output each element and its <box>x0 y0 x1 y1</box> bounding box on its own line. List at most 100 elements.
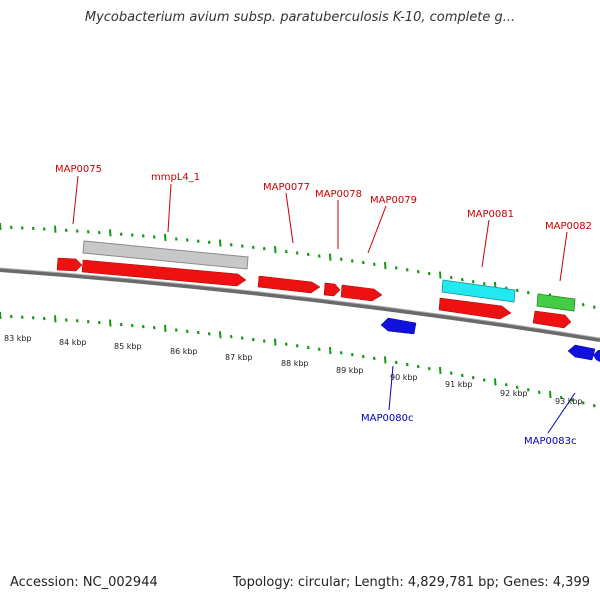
minor-tick <box>592 404 596 408</box>
scale-label-88kbp: 88 kbp <box>281 359 309 368</box>
minor-tick <box>350 352 354 357</box>
minor-tick <box>86 230 90 234</box>
minor-tick <box>482 282 486 286</box>
minor-tick <box>361 260 365 265</box>
minor-tick <box>427 271 431 276</box>
minor-tick <box>262 247 266 251</box>
leader-line-map0077 <box>285 192 294 244</box>
accession-label: Accession: NC_002944 <box>10 575 158 590</box>
cds-arrow-map0080c[interactable] <box>380 317 417 335</box>
outer-tick-ring <box>0 222 596 309</box>
minor-tick <box>471 280 475 284</box>
page-title: Mycobacterium avium subsp. paratuberculo… <box>84 10 516 25</box>
minor-tick <box>251 337 255 342</box>
minor-tick <box>515 288 519 293</box>
minor-tick <box>42 316 46 321</box>
minor-tick <box>295 251 299 255</box>
minor-tick <box>42 227 46 231</box>
cds-arrow-map0082[interactable] <box>532 310 572 329</box>
minor-tick <box>174 237 178 241</box>
minor-tick <box>141 324 145 329</box>
major-tick <box>384 262 387 270</box>
minor-tick <box>306 252 310 257</box>
gene-label-map0079[interactable]: MAP0079 <box>370 195 417 206</box>
leader-line-map0081 <box>481 219 490 268</box>
minor-tick <box>31 226 35 231</box>
major-tick <box>164 233 167 242</box>
major-tick <box>384 356 387 364</box>
leader-line-map0080c <box>388 365 394 411</box>
cds-arrow-map0081[interactable] <box>438 297 512 320</box>
minor-tick <box>64 228 68 233</box>
minor-tick <box>141 234 145 238</box>
minor-tick <box>592 305 596 309</box>
gene-label-map0082[interactable]: MAP0082 <box>545 221 592 232</box>
gene-label-mmpl4-1[interactable]: mmpL4_1 <box>151 172 200 183</box>
minor-tick <box>207 332 211 336</box>
major-tick <box>274 246 277 254</box>
scale-label-90kbp: 90 kbp <box>390 373 418 382</box>
minor-tick <box>471 376 475 380</box>
minor-tick <box>20 315 24 319</box>
minor-tick <box>427 367 431 371</box>
cds-arrow-partial-edge[interactable] <box>593 350 600 362</box>
minor-tick <box>559 395 563 400</box>
gene-label-map0080c[interactable]: MAP0080c <box>361 413 413 424</box>
gene-label-map0083c[interactable]: MAP0083c <box>524 436 576 447</box>
minor-tick <box>581 303 585 307</box>
minor-tick <box>405 362 409 367</box>
green-feature-bar[interactable] <box>536 293 576 312</box>
scale-label-84kbp: 84 kbp <box>59 338 87 347</box>
major-tick <box>54 315 57 323</box>
minor-tick <box>207 240 211 245</box>
major-tick <box>219 331 222 339</box>
cyan-feature-bar[interactable] <box>441 279 516 303</box>
minor-tick <box>185 329 189 333</box>
major-tick <box>274 338 277 346</box>
inner-tick-ring <box>0 311 596 408</box>
minor-tick <box>416 364 420 369</box>
major-tick <box>0 222 2 231</box>
cds-arrow-map0083c[interactable] <box>567 344 596 361</box>
minor-tick <box>449 371 453 375</box>
minor-tick <box>284 249 288 254</box>
scale-label-93kbp: 93 kbp <box>555 397 583 406</box>
minor-tick <box>196 239 200 243</box>
minor-tick <box>515 385 519 389</box>
genome-backbone-highlight <box>0 267 600 339</box>
scale-label-83kbp: 83 kbp <box>4 334 32 343</box>
cds-arrow-mmpl4-1[interactable] <box>81 259 247 287</box>
gene-label-map0078[interactable]: MAP0078 <box>315 189 362 200</box>
gray-feature-bar[interactable] <box>82 240 249 270</box>
cds-arrow-map0077[interactable] <box>257 275 321 294</box>
major-tick <box>549 390 552 398</box>
cds-arrow-map0078[interactable] <box>323 282 341 297</box>
minor-tick <box>262 339 266 343</box>
minor-tick <box>581 401 585 405</box>
gene-label-map0077[interactable]: MAP0077 <box>263 182 310 193</box>
minor-tick <box>196 330 200 335</box>
minor-tick <box>372 262 376 267</box>
cds-arrow-map0075[interactable] <box>56 257 83 272</box>
minor-tick <box>9 314 13 319</box>
scale-label-92kbp: 92 kbp <box>500 389 528 398</box>
minor-tick <box>405 268 409 272</box>
minor-tick <box>152 326 156 330</box>
gene-label-map0081[interactable]: MAP0081 <box>467 209 514 220</box>
cds-arrow-map0079[interactable] <box>340 284 383 302</box>
minor-tick <box>570 398 574 402</box>
leader-line-map0082 <box>559 231 568 282</box>
minor-tick <box>460 373 464 378</box>
minor-tick <box>240 336 244 340</box>
major-tick <box>54 225 57 233</box>
scale-label-91kbp: 91 kbp <box>445 380 473 389</box>
minor-tick <box>339 351 343 355</box>
minor-tick <box>504 383 508 387</box>
gene-label-map0075[interactable]: MAP0075 <box>55 164 102 175</box>
minor-tick <box>460 277 464 282</box>
major-tick <box>109 319 112 327</box>
minor-tick <box>229 243 233 247</box>
major-tick <box>439 366 442 374</box>
minor-tick <box>317 254 321 258</box>
major-tick <box>219 239 222 247</box>
